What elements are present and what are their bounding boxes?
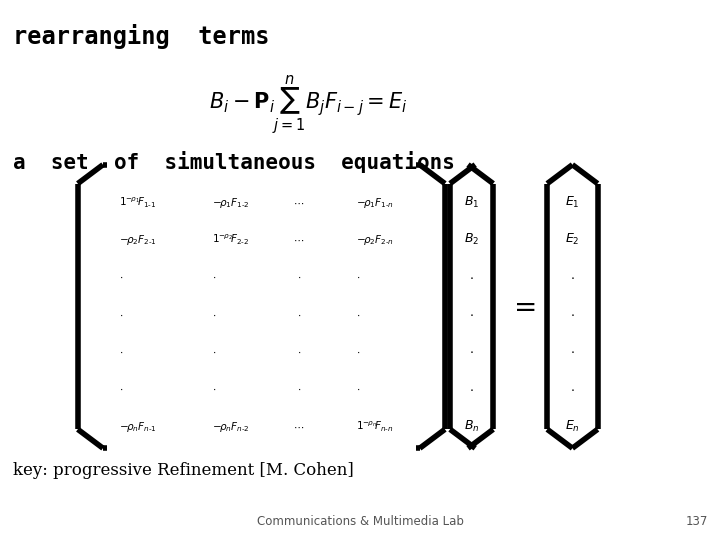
Text: $B_n$: $B_n$ (464, 419, 480, 434)
Text: $\cdots$: $\cdots$ (293, 422, 305, 431)
Text: $\cdot$: $\cdot$ (212, 384, 217, 394)
Text: $\cdots$: $\cdots$ (293, 235, 305, 245)
Text: $\cdot$: $\cdot$ (469, 308, 474, 321)
Text: $E_1$: $E_1$ (565, 195, 580, 210)
Text: $-\!\rho_1 F_{1\text{-}2}$: $-\!\rho_1 F_{1\text{-}2}$ (212, 195, 250, 210)
Text: $\cdot$: $\cdot$ (297, 384, 301, 394)
Text: a  set  of  simultaneous  equations: a set of simultaneous equations (13, 151, 455, 173)
Text: $\cdot$: $\cdot$ (469, 271, 474, 284)
Text: $\cdot$: $\cdot$ (570, 308, 575, 321)
Text: key: progressive Refinement [M. Cohen]: key: progressive Refinement [M. Cohen] (13, 462, 354, 478)
Text: $\cdot$: $\cdot$ (570, 383, 575, 396)
Text: $E_2$: $E_2$ (565, 232, 580, 247)
Text: $\cdot$: $\cdot$ (570, 346, 575, 359)
Text: $\cdot$: $\cdot$ (119, 384, 123, 394)
Text: $\cdot$: $\cdot$ (212, 347, 217, 357)
Text: $1^{-\!\rho_1}\!F_{1\text{-}1}$: $1^{-\!\rho_1}\!F_{1\text{-}1}$ (119, 195, 156, 210)
Text: $=$: $=$ (508, 293, 536, 320)
Text: $B_i - \mathbf{P}_i\sum_{j=1}^{n} B_j F_{i-j} = E_i$: $B_i - \mathbf{P}_i\sum_{j=1}^{n} B_j F_… (209, 73, 408, 136)
Text: $\cdots$: $\cdots$ (293, 198, 305, 207)
Text: $\cdot$: $\cdot$ (356, 384, 361, 394)
Text: $-\!\rho_n F_{n\text{-}2}$: $-\!\rho_n F_{n\text{-}2}$ (212, 420, 250, 434)
Text: $\cdot$: $\cdot$ (297, 272, 301, 282)
Text: $B_2$: $B_2$ (464, 232, 480, 247)
Text: $\cdot$: $\cdot$ (469, 383, 474, 396)
Text: $\cdot$: $\cdot$ (469, 346, 474, 359)
Text: $\cdot$: $\cdot$ (297, 347, 301, 357)
Text: $\cdot$: $\cdot$ (570, 271, 575, 284)
Text: $-\!\rho_2 F_{2\text{-}1}$: $-\!\rho_2 F_{2\text{-}1}$ (119, 233, 156, 247)
Text: $1^{-\!\rho_n}\!F_{n\text{-}n}$: $1^{-\!\rho_n}\!F_{n\text{-}n}$ (356, 420, 394, 434)
Text: $\cdot$: $\cdot$ (212, 309, 217, 320)
Text: rearranging  terms: rearranging terms (13, 24, 269, 49)
Text: $-\!\rho_n F_{n\text{-}1}$: $-\!\rho_n F_{n\text{-}1}$ (119, 420, 156, 434)
Text: $-\!\rho_2 F_{2\text{-}n}$: $-\!\rho_2 F_{2\text{-}n}$ (356, 233, 395, 247)
Text: $\cdot$: $\cdot$ (119, 309, 123, 320)
Text: $B_1$: $B_1$ (464, 195, 480, 210)
Text: 137: 137 (685, 515, 708, 528)
Text: $-\!\rho_1 F_{1\text{-}n}$: $-\!\rho_1 F_{1\text{-}n}$ (356, 195, 395, 210)
Text: $\cdot$: $\cdot$ (297, 309, 301, 320)
Text: $\cdot$: $\cdot$ (356, 347, 361, 357)
Text: $\cdot$: $\cdot$ (356, 309, 361, 320)
Text: $E_n$: $E_n$ (565, 419, 580, 434)
Text: $\cdot$: $\cdot$ (119, 347, 123, 357)
Text: $1^{-\!\rho_2}\!F_{2\text{-}2}$: $1^{-\!\rho_2}\!F_{2\text{-}2}$ (212, 233, 250, 247)
Text: $\cdot$: $\cdot$ (212, 272, 217, 282)
Text: Communications & Multimedia Lab: Communications & Multimedia Lab (256, 515, 464, 528)
Text: $\cdot$: $\cdot$ (119, 272, 123, 282)
Text: $\cdot$: $\cdot$ (356, 272, 361, 282)
